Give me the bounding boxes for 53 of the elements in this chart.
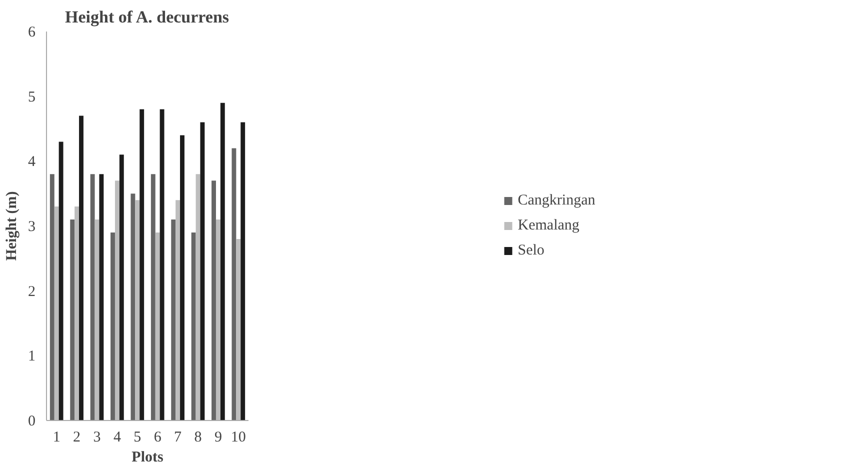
bar (196, 174, 200, 420)
bar (114, 180, 120, 420)
legend-label: Cangkringan (518, 192, 596, 209)
bar (74, 206, 80, 420)
bar (200, 122, 205, 420)
chart-title: Height of A. decurrens (65, 8, 230, 26)
y-axis-title: Height (m) (4, 191, 20, 261)
bar (70, 220, 75, 420)
y-tick-label: 3 (28, 219, 36, 235)
x-tick-label: 10 (230, 430, 246, 446)
bar (155, 232, 160, 420)
bar (160, 109, 164, 420)
legend-label: Selo (518, 242, 544, 259)
bar (180, 135, 184, 420)
y-tick-label: 0 (28, 414, 36, 430)
x-tick-label: 4 (113, 430, 122, 446)
x-tick-label: 3 (93, 430, 101, 446)
bar (220, 102, 225, 420)
bar (135, 200, 140, 420)
x-tick-label: 1 (52, 430, 60, 446)
bar (216, 220, 220, 420)
y-tick-label: 1 (28, 348, 36, 365)
bar (99, 174, 104, 420)
bar (240, 122, 246, 420)
x-tick-label: 5 (134, 430, 142, 446)
x-axis-title: Plots (132, 450, 164, 466)
y-tick-label: 4 (28, 154, 36, 170)
bar (191, 232, 196, 420)
bar (171, 220, 176, 420)
bar (90, 174, 95, 420)
bar (50, 174, 54, 420)
y-tick-label: 5 (28, 89, 36, 106)
x-tick-label: 2 (73, 430, 81, 446)
x-tick-label: 6 (154, 430, 162, 446)
bar (54, 206, 59, 420)
y-tick-label: 2 (28, 284, 36, 300)
bar (236, 238, 241, 420)
bar (130, 194, 136, 420)
legend-label: Kemalang (518, 217, 580, 234)
x-tick-label: 9 (214, 430, 222, 446)
bar (150, 174, 156, 420)
bar (119, 154, 124, 420)
bar (232, 148, 236, 420)
x-tick-label: 8 (194, 430, 202, 446)
y-tick-label: 6 (28, 24, 36, 40)
bar (79, 116, 84, 420)
bar (140, 109, 144, 420)
x-tick-label: 7 (174, 430, 182, 446)
bar (94, 220, 100, 420)
bar (212, 180, 216, 420)
bar (176, 200, 180, 420)
bar (110, 232, 115, 420)
bar (58, 142, 64, 420)
